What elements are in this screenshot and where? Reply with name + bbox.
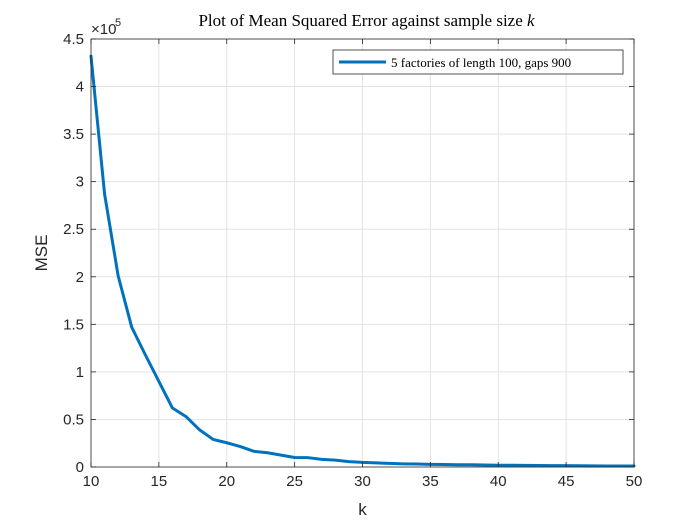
- y-axis-label: MSE: [32, 235, 51, 272]
- y-tick-label: 4.5: [63, 31, 84, 48]
- chart-title-text: Plot of Mean Squared Error against sampl…: [198, 11, 527, 30]
- x-tick-label: 40: [490, 473, 507, 490]
- x-tick-label: 30: [354, 473, 371, 490]
- legend-entry: 5 factories of length 100, gaps 900: [391, 55, 571, 70]
- legend: 5 factories of length 100, gaps 900: [332, 49, 624, 75]
- y-exponent-base: ×10: [91, 21, 116, 38]
- chart-title-variable: k: [527, 11, 535, 30]
- chart-title: Plot of Mean Squared Error against sampl…: [198, 11, 535, 30]
- x-tick-label: 45: [558, 473, 575, 490]
- y-tick-label: 2.5: [63, 221, 84, 238]
- y-tick-label: 0: [76, 459, 84, 476]
- x-axis-label: k: [358, 500, 367, 519]
- y-tick-label: 1.5: [63, 316, 84, 333]
- x-tick-label: 25: [286, 473, 303, 490]
- y-tick-label: 3.5: [63, 126, 84, 143]
- y-tick-label: 3: [76, 174, 84, 191]
- x-tick-label: 10: [83, 473, 100, 490]
- y-tick-label: 0.5: [63, 411, 84, 428]
- x-tick-label: 35: [422, 473, 439, 490]
- y-exponent-power: 5: [115, 17, 121, 29]
- x-tick-label: 20: [218, 473, 235, 490]
- y-tick-label: 2: [76, 269, 84, 286]
- x-tick-label: 50: [626, 473, 643, 490]
- x-tick-label: 15: [151, 473, 168, 490]
- y-tick-label: 1: [76, 364, 84, 381]
- ticks: 10 15 20 25 30 35 40 45 50 0 0.5 1 1.5 2 2.5 3 3.5 4 4.5: [63, 31, 642, 490]
- y-tick-label: 4: [76, 79, 84, 96]
